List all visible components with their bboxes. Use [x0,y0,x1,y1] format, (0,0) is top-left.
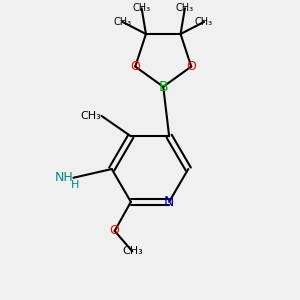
Text: CH₃: CH₃ [122,246,143,256]
Text: B: B [158,80,168,94]
Text: CH₃: CH₃ [133,3,151,13]
Text: CH₃: CH₃ [81,111,101,121]
Text: CH₃: CH₃ [195,17,213,27]
Text: O: O [186,60,196,73]
Text: H: H [71,180,79,190]
Text: O: O [130,60,140,73]
Text: CH₃: CH₃ [113,17,132,27]
Text: CH₃: CH₃ [176,3,194,13]
Text: NH: NH [55,171,74,184]
Text: O: O [110,224,120,238]
Text: N: N [164,195,174,209]
